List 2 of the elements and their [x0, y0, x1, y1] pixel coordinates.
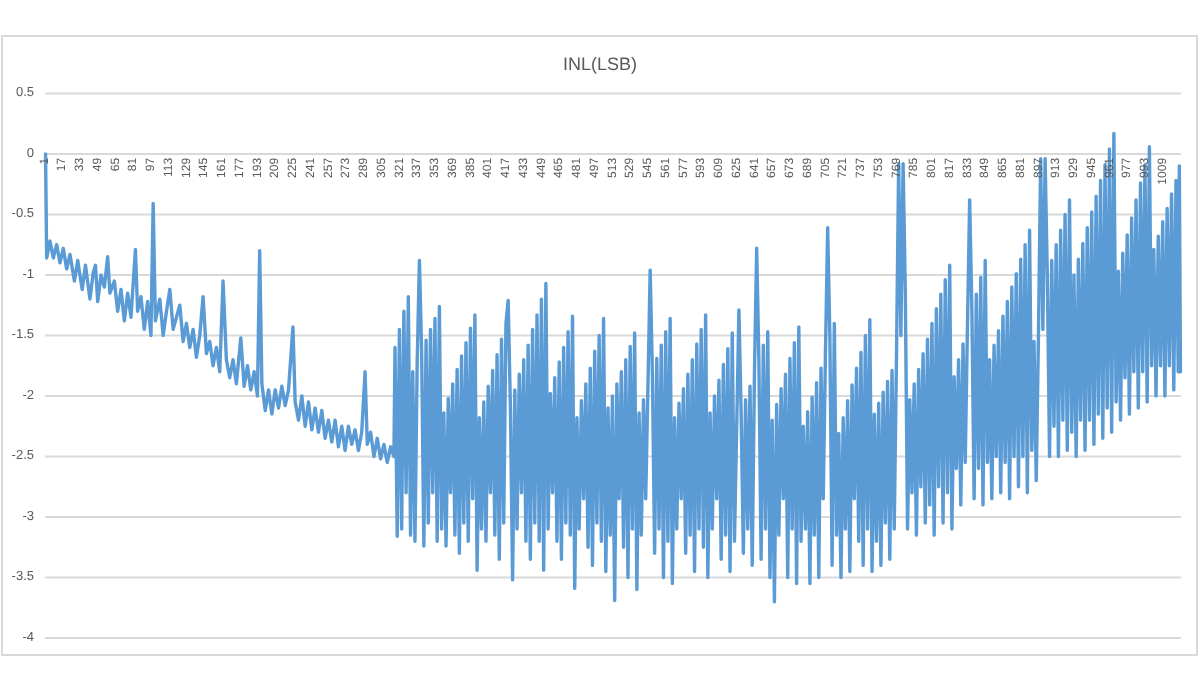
chart-title: INL(LSB) — [562, 54, 638, 74]
line-series — [43, 131, 1183, 604]
